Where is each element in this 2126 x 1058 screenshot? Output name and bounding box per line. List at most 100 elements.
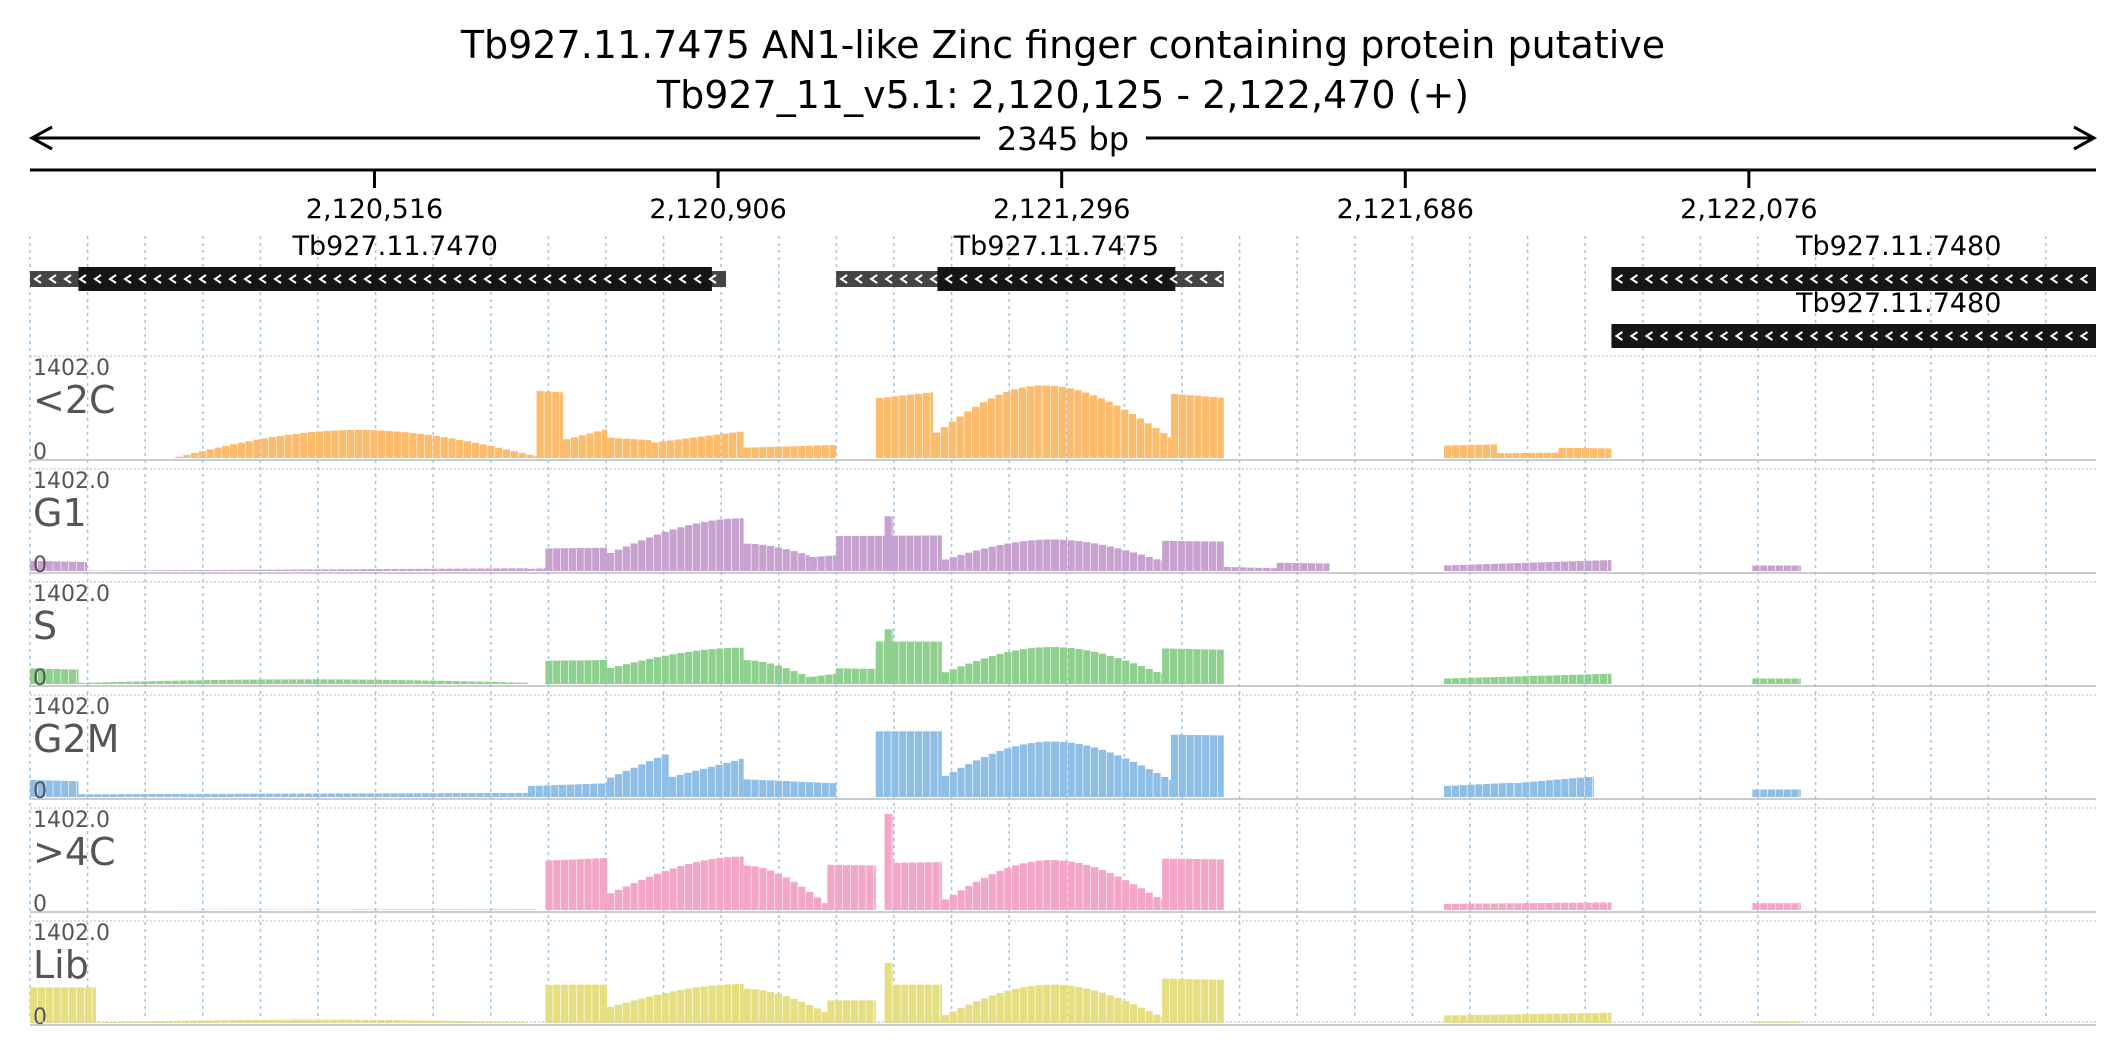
coverage-bar — [1553, 902, 1561, 910]
coverage-bar — [1137, 666, 1145, 684]
coverage-bar — [707, 766, 715, 797]
coverage-bar — [774, 547, 783, 571]
coverage-bar — [813, 897, 822, 910]
strand-chevron — [213, 274, 222, 284]
coverage-bar — [622, 1002, 630, 1023]
coverage-bar — [996, 653, 1004, 684]
strand-chevron — [1854, 274, 1863, 284]
coverage-bar — [343, 793, 351, 797]
coverage-bar — [398, 793, 406, 797]
coverage-bar — [484, 793, 492, 797]
coverage-bar — [1082, 392, 1090, 458]
coverage-bar — [738, 758, 744, 797]
coverage-bar — [843, 536, 852, 571]
coverage-bar — [922, 392, 930, 458]
coverage-bar — [1106, 995, 1114, 1023]
coverage-bar — [560, 660, 569, 684]
coverage-bar — [630, 1000, 638, 1023]
coverage-bar — [614, 1004, 623, 1023]
coverage-bar — [367, 679, 375, 684]
coverage-bar — [109, 682, 117, 684]
coverage-bar — [1760, 565, 1768, 571]
coverage-bar — [1051, 539, 1060, 571]
strand-chevron — [1019, 274, 1028, 284]
coverage-bar — [1193, 859, 1201, 910]
coverage-bar — [646, 996, 654, 1023]
coverage-bar — [274, 569, 282, 571]
strand-chevron — [363, 274, 372, 284]
coverage-bar — [328, 679, 336, 684]
coverage-bar — [1050, 385, 1059, 458]
coverage-bar — [790, 671, 798, 684]
coverage-bar — [468, 681, 476, 684]
coverage-bar — [1083, 745, 1091, 797]
coverage-bar — [965, 1004, 973, 1023]
coverage-bar — [1459, 903, 1467, 910]
coverage-bar — [1137, 765, 1145, 797]
coverage-bar — [478, 1021, 486, 1023]
strand-chevron — [1899, 274, 1908, 284]
coverage-bar — [809, 676, 817, 684]
coverage-bar — [1262, 568, 1270, 571]
coverage-bar — [835, 1000, 843, 1023]
coverage-bar — [1098, 992, 1106, 1023]
coverage-bar — [492, 568, 501, 571]
coverage-bar — [1178, 734, 1186, 797]
coverage-bar — [78, 682, 86, 684]
coverage-bar — [956, 416, 964, 458]
coverage-bar — [906, 641, 915, 684]
coverage-bar — [346, 429, 355, 458]
coverage-bar — [45, 561, 53, 571]
coverage-bar — [739, 518, 744, 571]
coverage-bar — [607, 552, 615, 571]
coverage-bar — [1043, 385, 1051, 458]
coverage-bar — [614, 774, 623, 797]
coverage-bar — [1059, 860, 1067, 910]
coverage-bar — [682, 438, 690, 458]
coverage-bar — [312, 793, 320, 797]
strand-chevron — [854, 274, 863, 284]
coverage-bar — [653, 534, 662, 571]
coverage-bar — [220, 1020, 229, 1023]
coverage-bar — [941, 1015, 950, 1023]
coverage-bar — [827, 864, 835, 910]
coverage-bar — [148, 681, 156, 684]
coverage-bar — [813, 1008, 822, 1023]
gene-feature: Tb927.11.7480 — [1611, 231, 2096, 291]
coverage-bar — [576, 984, 584, 1023]
coverage-bar — [669, 991, 677, 1023]
strand-chevron — [1109, 274, 1118, 284]
coverage-bar — [101, 794, 110, 797]
coverage-bar — [1529, 562, 1538, 571]
coverage-bar — [1467, 444, 1475, 458]
coverage-bar — [84, 987, 92, 1023]
coverage-bar — [767, 446, 775, 458]
coverage-bar — [782, 877, 790, 910]
coverage-bar — [474, 909, 482, 910]
coverage-bar — [1027, 986, 1035, 1023]
coverage-bar — [767, 870, 775, 910]
coverage-bar — [739, 856, 744, 910]
strand-chevron — [2004, 274, 2013, 284]
coverage-bar — [300, 432, 308, 458]
strand-chevron — [1959, 274, 1968, 284]
coverage-bar — [1128, 413, 1137, 458]
coverage-bar — [445, 793, 453, 797]
coverage-bar — [1145, 1011, 1153, 1023]
coverage-bar — [893, 862, 901, 910]
strand-chevron — [2049, 274, 2058, 284]
coverage-bar — [751, 866, 759, 910]
coverage-bar — [445, 680, 453, 684]
coverage-bar — [1545, 1013, 1553, 1023]
coverage-bar — [965, 764, 973, 797]
strand-chevron — [1659, 274, 1668, 284]
coverage-bar — [941, 775, 950, 797]
coverage-bar — [484, 681, 492, 684]
coverage-bar — [614, 438, 623, 458]
coverage-bar — [1051, 984, 1060, 1023]
coverage-bar — [37, 987, 45, 1023]
coverage-bar — [385, 430, 394, 458]
coverage-bar — [485, 568, 493, 571]
coverage-bar — [1145, 556, 1153, 571]
coverage-bar — [1600, 560, 1608, 571]
